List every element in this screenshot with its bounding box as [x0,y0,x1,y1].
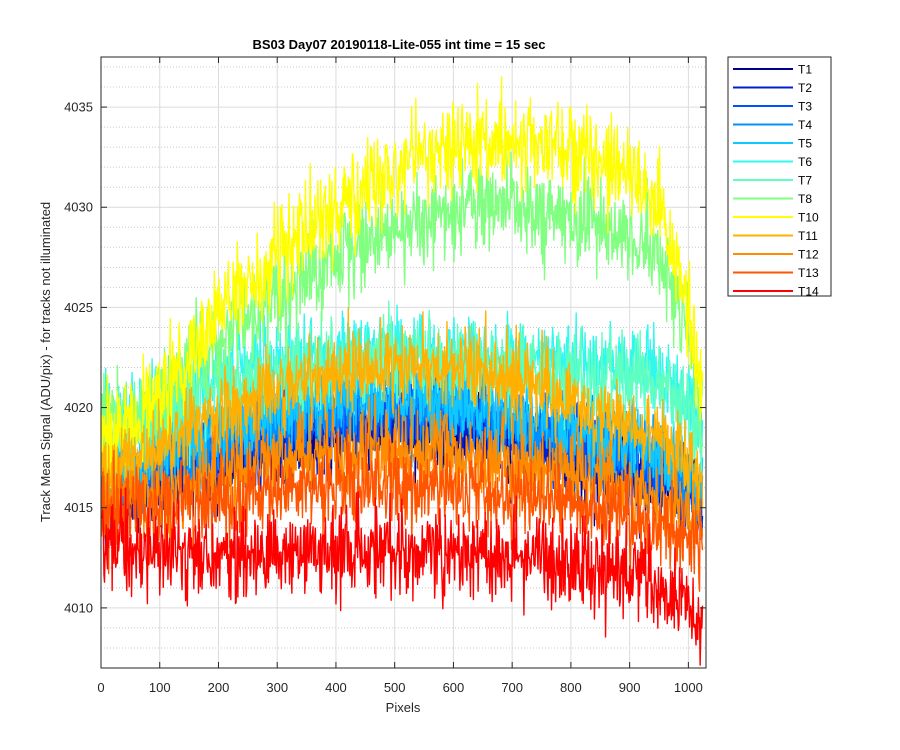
series-line-t14 [101,487,704,666]
legend-label-t1: T1 [798,63,812,77]
legend-label-t5: T5 [798,137,812,151]
y-tick-label: 4025 [64,300,93,315]
y-tick-label: 4015 [64,500,93,515]
legend-label-t2: T2 [798,81,812,95]
x-tick-label: 400 [325,680,347,695]
series-line-t12 [101,393,704,550]
x-tick-label: 800 [560,680,582,695]
series-line-t8 [101,151,704,472]
y-tick-label: 4030 [64,200,93,215]
legend-label-t10: T10 [798,211,819,225]
y-tick-label: 4035 [64,100,93,115]
y-tick-label: 4010 [64,600,93,615]
legend-box [727,56,832,297]
x-tick-label: 0 [97,680,104,695]
x-tick-labels: 0 100 200 300 400 500 600 700 800 900 1000 [97,680,702,695]
x-axis-label: Pixels [386,700,421,715]
legend-label-t13: T13 [798,266,819,280]
x-tick-label: 100 [149,680,171,695]
legend-label-t8: T8 [798,192,812,206]
series-line-t11 [101,307,704,520]
legend-label-t7: T7 [798,174,812,188]
y-axis-label: Track Mean Signal (ADU/pix) - for tracks… [38,202,53,522]
x-tick-label: 300 [266,680,288,695]
y-tick-label: 4020 [64,400,93,415]
x-tick-label: 700 [501,680,523,695]
series-line-t10 [101,76,704,489]
x-tick-label: 600 [443,680,465,695]
plot-box [100,56,707,669]
x-tick-label: 200 [208,680,230,695]
series-lines [101,76,704,666]
y-tick-labels: 4010 4015 4020 4025 4030 4035 [64,100,93,616]
legend-label-t4: T4 [798,118,812,132]
x-tick-label: 1000 [674,680,703,695]
legend: T1 T2 T3 T4 T5 T6 T7 T8 T10 T11 T12 T13 T14 [727,56,832,299]
legend-label-t12: T12 [798,248,819,262]
legend-label-t3: T3 [798,100,812,114]
chart-title: BS03 Day07 20190118-Lite-055 int time = … [252,37,545,52]
x-tick-label: 500 [384,680,406,695]
legend-label-t11: T11 [798,229,818,243]
legend-label-t14: T14 [798,285,819,299]
x-tick-label: 900 [619,680,641,695]
legend-label-t6: T6 [798,155,812,169]
axis-ticks [100,57,706,668]
